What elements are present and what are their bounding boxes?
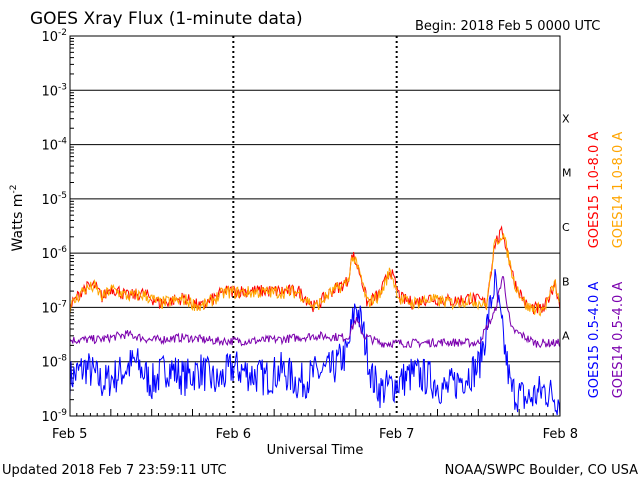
- legend-entry-0: GOES15 1.0-8.0 A: [587, 132, 602, 249]
- y-tick-exponent-5: -7: [58, 299, 67, 309]
- legend: GOES15 1.0-8.0 A GOES14 1.0-8.0 A GOES15 0…: [587, 132, 626, 399]
- legend-entry-2: GOES15 0.5-4.0 A: [587, 282, 602, 399]
- y-tick-base-1: 10: [41, 84, 58, 99]
- gridlines: [70, 37, 560, 401]
- y-tick-base-0: 10: [41, 30, 58, 45]
- x-tick-label-0: Feb 5: [52, 427, 87, 442]
- y-tick-base-2: 10: [41, 139, 58, 154]
- flare-class-A: A: [562, 330, 570, 343]
- x-tick-label-2: Feb 7: [379, 427, 414, 442]
- y-tick-base-5: 10: [41, 301, 58, 316]
- y-axis-label-exponent: -2: [9, 185, 19, 194]
- y-tick-label-1: 10-3: [41, 82, 67, 99]
- flare-class-labels: X M C B A: [562, 112, 572, 342]
- flare-class-C: C: [562, 221, 570, 234]
- y-tick-labels: 10-210-310-410-510-610-710-810-9: [41, 28, 67, 425]
- y-tick-exponent-7: -9: [58, 408, 67, 418]
- y-tick-base-6: 10: [41, 356, 58, 371]
- series-line-1: [69, 233, 561, 317]
- y-tick-label-6: 10-8: [41, 354, 67, 371]
- legend-entry-3: GOES14 0.5-4.0 A: [611, 282, 626, 399]
- y-axis-label: Watts m-2: [9, 185, 26, 252]
- y-tick-label-2: 10-4: [41, 137, 67, 154]
- series-line-2: [69, 269, 561, 416]
- x-axis-label: Universal Time: [267, 443, 364, 458]
- y-tick-base-3: 10: [41, 193, 58, 208]
- y-tick-exponent-6: -8: [58, 354, 67, 364]
- footer-source: NOAA/SWPC Boulder, CO USA: [445, 463, 638, 478]
- y-axis-label-text: Watts m: [10, 194, 26, 252]
- y-tick-label-3: 10-5: [41, 191, 67, 208]
- y-tick-base-4: 10: [41, 247, 58, 262]
- flare-class-B: B: [562, 275, 570, 288]
- begin-text: Begin: 2018 Feb 5 0000 UTC: [415, 19, 600, 34]
- y-tick-label-5: 10-7: [41, 299, 67, 316]
- y-tick-label-4: 10-6: [41, 245, 67, 262]
- y-tick-label-0: 10-2: [41, 28, 67, 45]
- y-tick-exponent-2: -4: [58, 137, 67, 147]
- footer-updated: Updated 2018 Feb 7 23:59:11 UTC: [2, 463, 227, 478]
- y-tick-exponent-1: -3: [58, 82, 67, 92]
- x-tick-label-3: Feb 8: [543, 427, 578, 442]
- plot-border: [69, 35, 561, 417]
- y-tick-exponent-0: -2: [58, 28, 67, 38]
- y-tick-exponent-4: -6: [58, 245, 67, 255]
- chart-title: GOES Xray Flux (1-minute data): [30, 9, 303, 29]
- flare-class-X: X: [562, 112, 570, 125]
- y-tick-exponent-3: -5: [58, 191, 67, 201]
- y-tick-base-7: 10: [41, 410, 58, 425]
- flare-class-M: M: [562, 167, 572, 180]
- y-tick-label-7: 10-9: [41, 408, 67, 425]
- series-lines: [69, 225, 561, 416]
- x-tick-labels: Feb 5 Feb 6 Feb 7 Feb 8: [52, 427, 578, 442]
- series-line-3: [69, 276, 561, 349]
- x-tick-label-1: Feb 6: [216, 427, 251, 442]
- legend-entry-1: GOES14 1.0-8.0 A: [611, 132, 626, 249]
